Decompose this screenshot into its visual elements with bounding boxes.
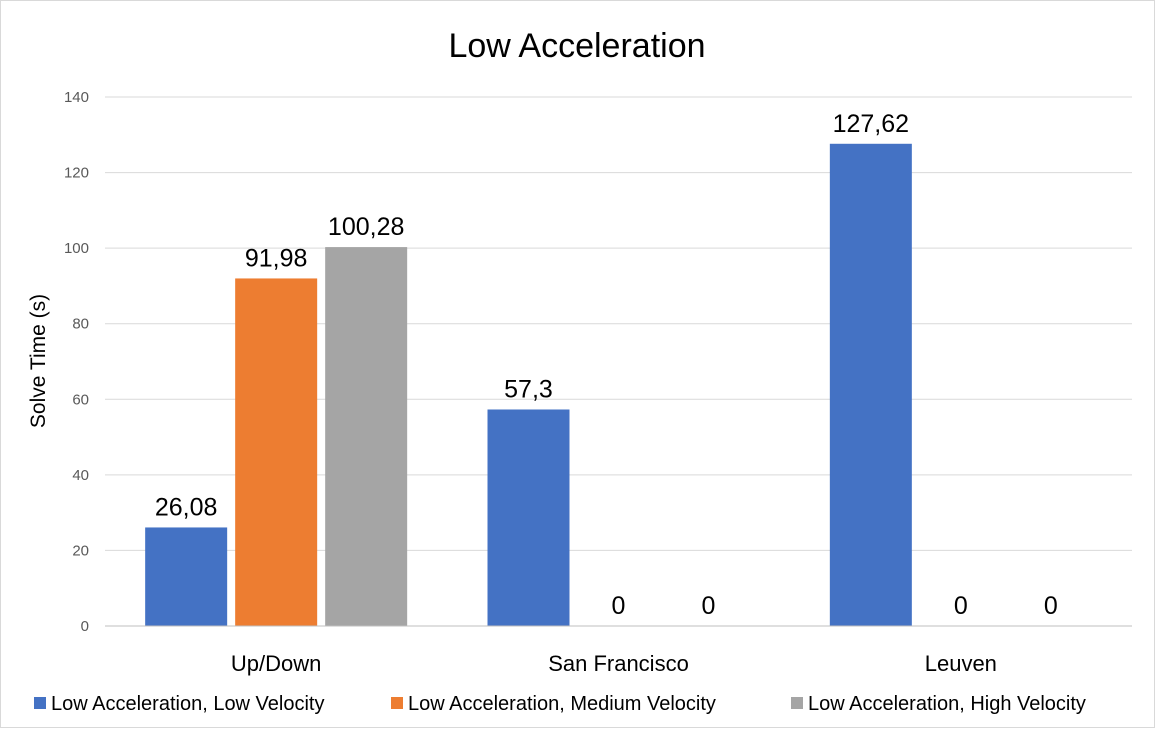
data-label: 0	[954, 592, 968, 620]
y-axis-ticks: 0 20 40 60 80 100 120 140	[64, 89, 89, 635]
y-tick-label: 40	[72, 467, 89, 484]
bar-3-1	[325, 247, 408, 627]
y-tick-label: 100	[64, 240, 89, 257]
legend-swatch	[791, 697, 803, 709]
legend-label: Low Acceleration, Medium Velocity	[408, 693, 716, 715]
y-tick-label: 60	[72, 391, 89, 408]
x-tick-label: Up/Down	[231, 651, 321, 676]
y-tick-label: 0	[81, 618, 89, 635]
bar-1-3	[829, 143, 912, 626]
data-label: 0	[702, 592, 716, 620]
data-label: 26,08	[155, 493, 218, 521]
bars	[145, 143, 912, 627]
legend-label: Low Acceleration, Low Velocity	[51, 693, 325, 715]
legend-swatch	[391, 697, 403, 709]
x-tick-label: San Francisco	[548, 651, 689, 676]
y-tick-label: 20	[72, 542, 89, 559]
data-label: 127,62	[833, 110, 909, 138]
data-label: 0	[612, 592, 626, 620]
data-label: 91,98	[245, 244, 308, 272]
y-tick-label: 120	[64, 165, 89, 182]
bar-1-1	[145, 527, 228, 626]
chart-title: Low Acceleration	[448, 27, 705, 65]
y-tick-label: 80	[72, 316, 89, 333]
y-axis-label: Solve Time (s)	[27, 294, 50, 428]
y-tick-label: 140	[64, 89, 89, 106]
x-axis-ticks: Up/Down San Francisco Leuven	[231, 651, 997, 676]
data-labels: 26,08 91,98 100,28 57,3 0 0 127,62 0 0	[155, 110, 1058, 620]
bar-1-2	[487, 409, 570, 626]
legend-label: Low Acceleration, High Velocity	[808, 693, 1086, 715]
data-label: 57,3	[504, 375, 553, 403]
data-label: 0	[1044, 592, 1058, 620]
x-tick-label: Leuven	[925, 651, 997, 676]
legend: Low Acceleration, Low Velocity Low Accele…	[34, 693, 1086, 715]
data-label: 100,28	[328, 213, 404, 241]
legend-swatch	[34, 697, 46, 709]
bar-2-1	[235, 278, 318, 626]
